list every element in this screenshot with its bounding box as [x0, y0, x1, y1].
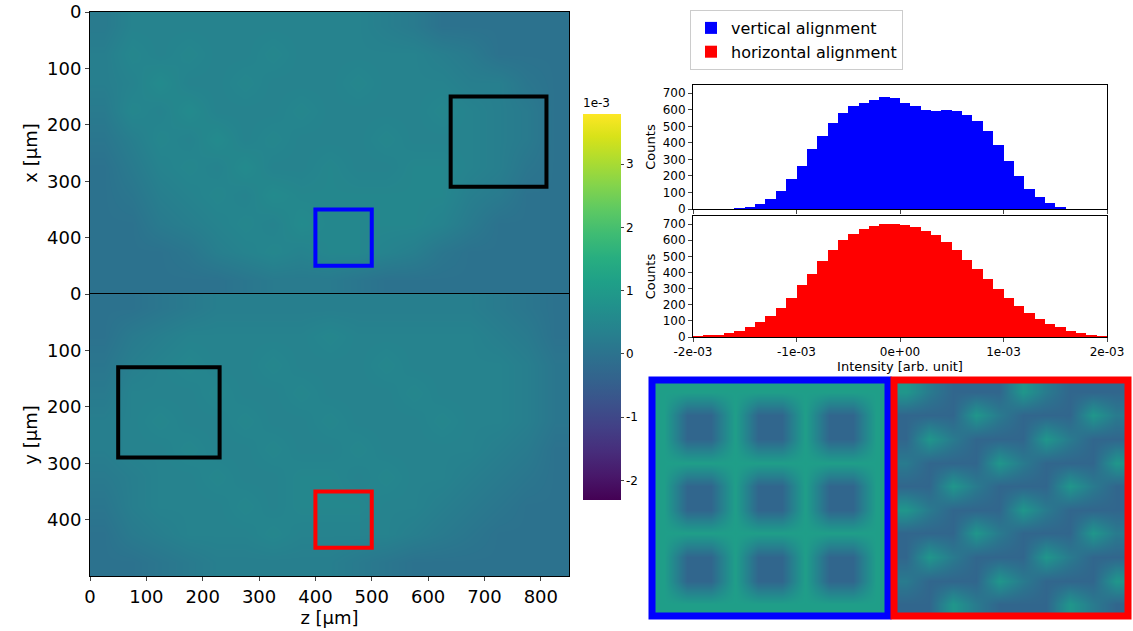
svg-text:600: 600: [411, 586, 445, 607]
svg-text:300: 300: [242, 586, 276, 607]
svg-text:0: 0: [84, 586, 95, 607]
svg-text:Counts: Counts: [643, 254, 658, 300]
svg-text:200: 200: [663, 298, 686, 312]
svg-text:2e-03: 2e-03: [1090, 345, 1125, 359]
svg-text:1: 1: [626, 284, 634, 298]
svg-text:0: 0: [70, 1, 81, 22]
svg-text:700: 700: [663, 86, 686, 100]
svg-text:500: 500: [355, 586, 389, 607]
svg-text:400: 400: [298, 586, 332, 607]
svg-text:-2: -2: [626, 474, 638, 488]
svg-text:700: 700: [467, 586, 501, 607]
svg-text:x [μm]: x [μm]: [20, 123, 41, 182]
svg-text:400: 400: [47, 509, 81, 530]
svg-text:Intensity [arb. unit]: Intensity [arb. unit]: [837, 359, 963, 374]
svg-text:Counts: Counts: [643, 124, 658, 170]
svg-text:1e-3: 1e-3: [583, 96, 610, 110]
svg-text:300: 300: [663, 153, 686, 167]
svg-text:400: 400: [663, 266, 686, 280]
svg-text:300: 300: [47, 453, 81, 474]
svg-text:0: 0: [70, 283, 81, 304]
svg-text:y [μm]: y [μm]: [20, 405, 41, 464]
svg-text:2: 2: [626, 221, 634, 235]
svg-text:vertical alignment: vertical alignment: [731, 19, 877, 38]
svg-text:0: 0: [678, 330, 686, 344]
svg-text:100: 100: [129, 586, 163, 607]
svg-text:-1e-03: -1e-03: [777, 345, 816, 359]
svg-text:300: 300: [663, 282, 686, 296]
svg-text:600: 600: [663, 103, 686, 117]
svg-text:200: 200: [47, 396, 81, 417]
svg-text:1e-03: 1e-03: [986, 345, 1021, 359]
svg-text:0: 0: [678, 202, 686, 216]
svg-text:0e+00: 0e+00: [880, 345, 920, 359]
svg-text:-2e-03: -2e-03: [674, 345, 713, 359]
svg-text:100: 100: [47, 340, 81, 361]
svg-text:200: 200: [186, 586, 220, 607]
svg-text:300: 300: [47, 171, 81, 192]
svg-text:400: 400: [663, 136, 686, 150]
svg-text:700: 700: [663, 217, 686, 231]
svg-text:200: 200: [663, 169, 686, 183]
svg-text:500: 500: [663, 250, 686, 264]
svg-text:500: 500: [663, 120, 686, 134]
svg-text:100: 100: [663, 186, 686, 200]
svg-text:100: 100: [663, 314, 686, 328]
svg-text:z [μm]: z [μm]: [300, 607, 358, 628]
svg-text:600: 600: [663, 233, 686, 247]
svg-text:400: 400: [47, 227, 81, 248]
svg-text:200: 200: [47, 114, 81, 135]
svg-text:horizontal alignment: horizontal alignment: [731, 43, 897, 62]
svg-text:0: 0: [626, 347, 634, 361]
svg-text:-1: -1: [626, 410, 638, 424]
svg-text:100: 100: [47, 58, 81, 79]
svg-text:800: 800: [524, 586, 558, 607]
svg-text:3: 3: [626, 157, 634, 171]
